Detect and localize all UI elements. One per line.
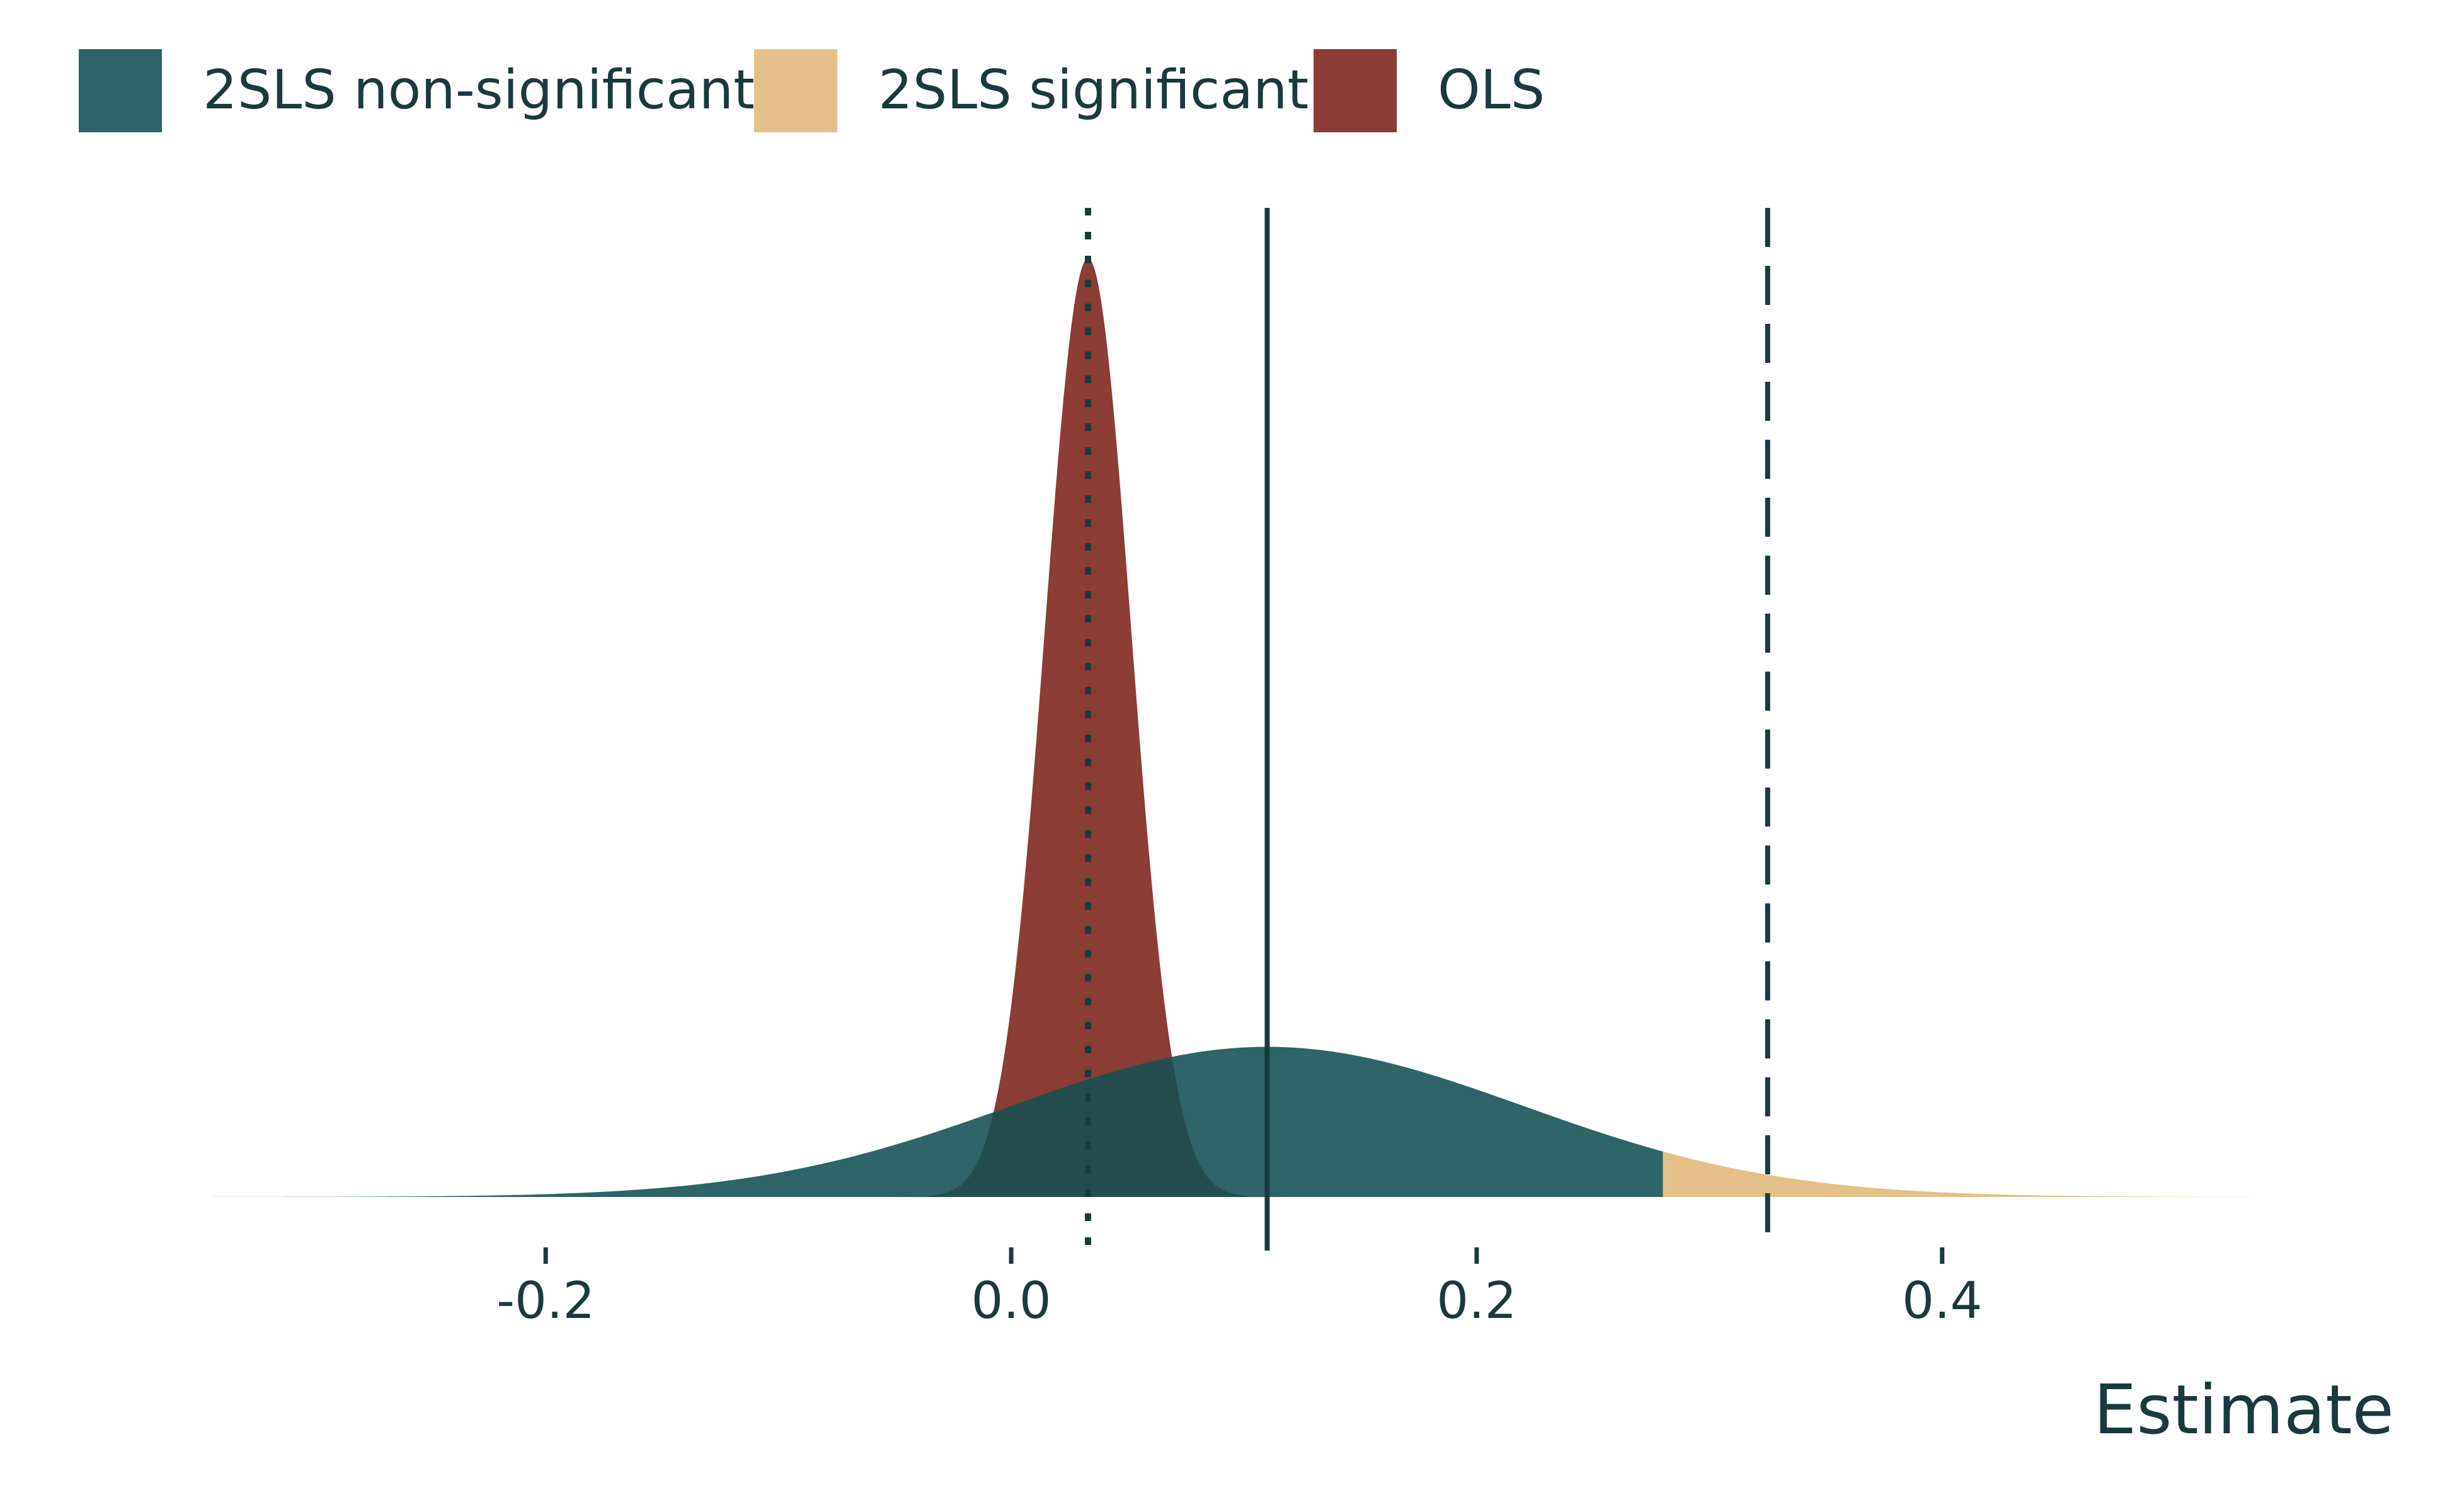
area-2sls-significant <box>1663 1151 2291 1197</box>
plot-area <box>197 208 2291 1251</box>
x-tick-label: -0.2 <box>496 1271 595 1330</box>
x-tick-label: 0.4 <box>1902 1271 1982 1330</box>
x-axis-title: Estimate <box>2093 1371 2394 1450</box>
legend-label: 2SLS significant <box>878 59 1309 122</box>
legend-swatch <box>754 49 837 132</box>
legend-swatch <box>1314 49 1397 132</box>
area-overlap <box>829 1057 1347 1197</box>
legend-swatch <box>79 49 162 132</box>
area-2sls-non-significant <box>197 1046 1663 1197</box>
x-tick-label: 0.2 <box>1436 1271 1516 1330</box>
legend: 2SLS non-significant 2SLS significant OLS <box>79 49 1545 132</box>
area-ols <box>829 258 1347 1197</box>
legend-label: 2SLS non-significant <box>203 59 755 122</box>
x-axis: -0.2 0.0 0.2 0.4 <box>496 1247 1982 1330</box>
legend-label: OLS <box>1438 59 1545 122</box>
x-tick-label: 0.0 <box>971 1271 1051 1330</box>
